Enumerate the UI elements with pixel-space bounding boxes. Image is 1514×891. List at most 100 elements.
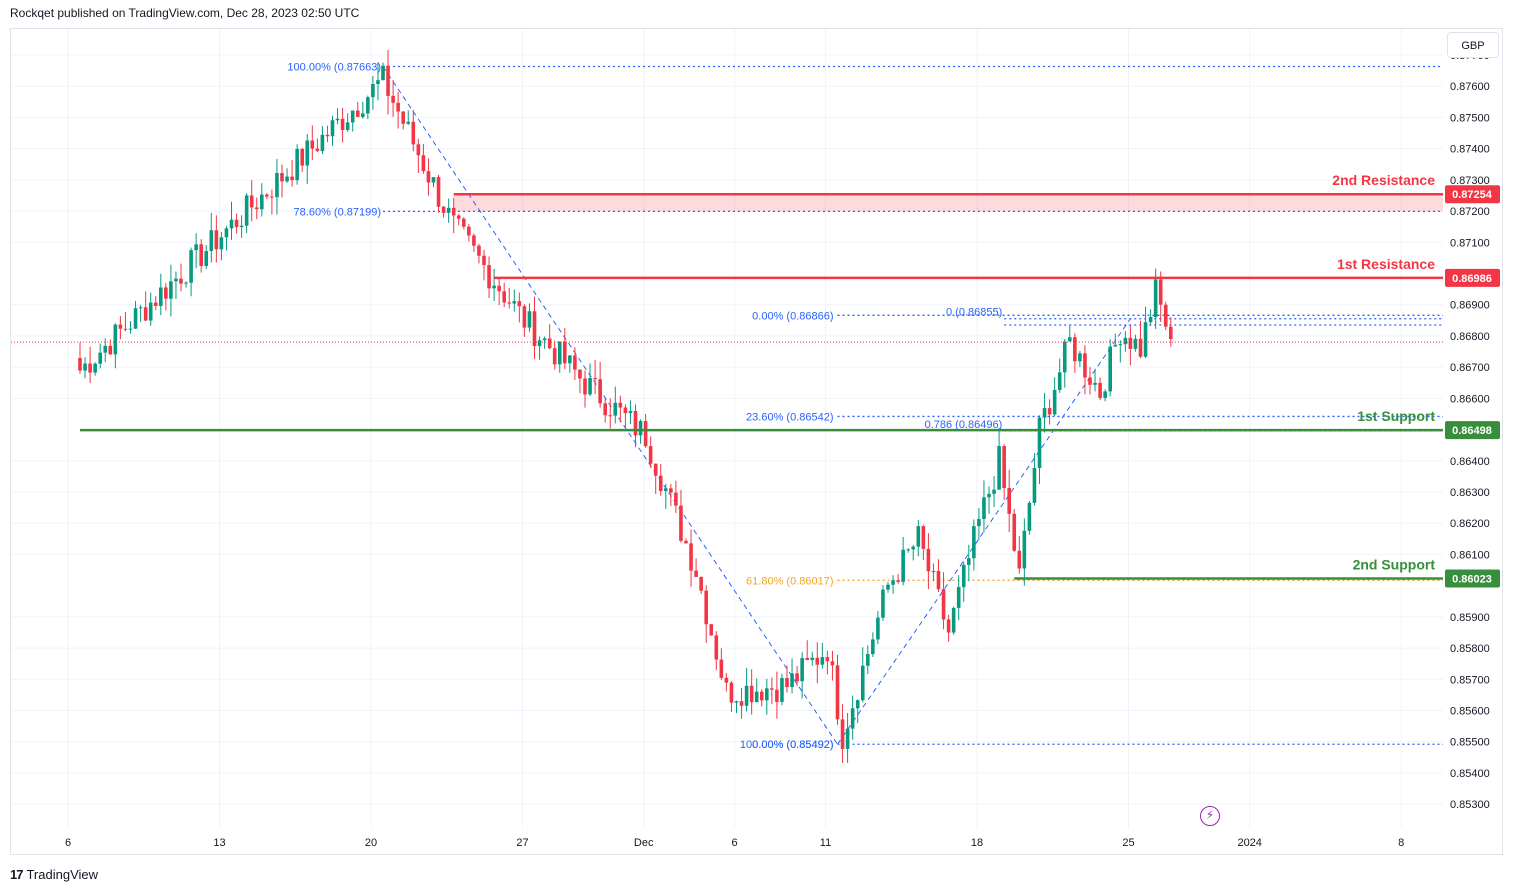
candle-body [345, 122, 350, 131]
candle-body [113, 324, 118, 355]
candle-body [598, 379, 602, 404]
x-tick-label: Dec [634, 837, 654, 849]
candle-body [300, 148, 304, 166]
candle-body [674, 492, 678, 506]
candle-body [855, 700, 860, 709]
x-tick-label: 6 [732, 837, 738, 849]
candle-body [88, 363, 92, 373]
level-label: 2nd Support [1353, 556, 1436, 572]
candle-body [795, 673, 799, 682]
candle-body [416, 144, 421, 156]
candle-body [179, 278, 183, 284]
candle-body [477, 245, 481, 256]
candle-body [265, 194, 269, 197]
candle-body [1123, 337, 1128, 345]
y-tick-label: 0.86700 [1450, 362, 1490, 374]
candle-body [613, 402, 618, 416]
candle-body [876, 617, 880, 640]
x-tick-label: 25 [1122, 837, 1134, 849]
candle-body [1083, 353, 1087, 378]
candle-body [780, 678, 784, 702]
candle-body [871, 639, 875, 655]
candle-body [739, 701, 744, 706]
candle-body [926, 548, 931, 572]
candle-body [270, 196, 274, 198]
candle-body [881, 589, 885, 618]
candle-body [568, 355, 572, 364]
candle-body [239, 225, 244, 228]
fib-label: 100.00% (0.85492) [740, 739, 834, 751]
candle-body [815, 657, 820, 665]
candle-body [679, 505, 683, 541]
candle-body [643, 421, 648, 447]
candle-body [891, 580, 895, 585]
candle-body [820, 657, 825, 665]
y-tick-label: 0.87300 [1450, 175, 1490, 187]
candle-body [972, 526, 976, 559]
candle-body [1022, 530, 1027, 569]
y-tick-label: 0.86600 [1450, 393, 1490, 405]
level-price-tag [1445, 421, 1500, 440]
candle-body [896, 580, 900, 582]
tradingview-brand: TradingView [26, 866, 99, 882]
candle-body [911, 546, 916, 550]
x-tick-label: 27 [516, 837, 528, 849]
candle-body [658, 475, 663, 492]
y-tick-label: 0.85800 [1450, 643, 1490, 655]
candle-body [376, 80, 380, 84]
candle-body [603, 403, 607, 416]
candle-body [133, 308, 138, 329]
candle-body [886, 584, 890, 590]
fib-label: 100.00% (0.87663) [287, 62, 381, 74]
candle-body [1148, 317, 1153, 323]
candle-body [1128, 337, 1133, 349]
candle-body [992, 489, 996, 494]
candle-body [174, 278, 178, 282]
candle-body [431, 177, 436, 183]
resistance-zone [453, 194, 1443, 212]
candle-body [93, 363, 97, 373]
candle-body [689, 543, 693, 571]
candle-body [840, 719, 845, 749]
candle-body [916, 526, 921, 547]
candle-body [98, 352, 102, 364]
candle-body [254, 207, 259, 210]
candle-body [669, 488, 673, 493]
candle-body [557, 341, 562, 365]
candle-body [744, 685, 749, 706]
candle-body [729, 682, 734, 703]
candle-body [1108, 346, 1112, 392]
candle-body [199, 244, 203, 266]
x-tick-label: 13 [213, 837, 225, 849]
candle-body [754, 691, 759, 703]
candle-body [906, 549, 910, 551]
tradingview-logo[interactable]: 17 TradingView [10, 865, 98, 883]
x-tick-label: 8 [1398, 837, 1404, 849]
y-tick-label: 0.87100 [1450, 237, 1490, 249]
candle-body [714, 635, 719, 660]
candle-body [214, 230, 219, 250]
level-label: 1st Resistance [1337, 256, 1435, 272]
candle-body [1057, 372, 1062, 390]
candle-body [749, 685, 754, 703]
candle-body [563, 341, 567, 364]
fib-label: 0.786 (0.86496) [925, 419, 1003, 431]
candle-body [951, 607, 956, 633]
candle-body [835, 665, 840, 720]
candle-body [800, 658, 804, 682]
candle-body [249, 195, 254, 208]
candle-body [386, 65, 390, 96]
candle-body [946, 619, 951, 633]
candle-body [588, 378, 592, 395]
currency-button[interactable]: GBP [1447, 32, 1499, 58]
candle-body [931, 571, 936, 573]
candle-body [472, 235, 476, 246]
candle-body [305, 140, 310, 166]
lightning-icon[interactable]: ⚡ [1200, 806, 1220, 826]
candle-body [785, 678, 789, 688]
candle-body [542, 338, 547, 341]
candle-body [860, 665, 865, 701]
candle-body [1169, 326, 1173, 340]
level-price-tag [1445, 268, 1500, 287]
